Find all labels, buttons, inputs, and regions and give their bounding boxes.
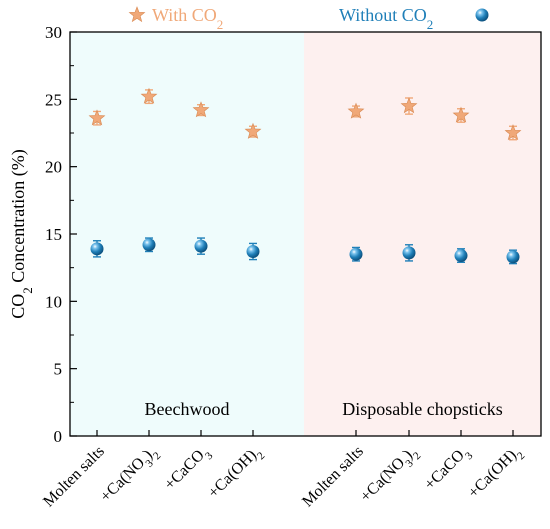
y-tick-label: 0 bbox=[54, 427, 63, 446]
with-co2-point bbox=[88, 109, 106, 126]
y-tick-label: 10 bbox=[45, 292, 62, 311]
y-tick-label: 20 bbox=[45, 158, 62, 177]
region-label: Beechwood bbox=[145, 399, 230, 419]
x-category-label: +Ca(NO3)2 bbox=[357, 443, 423, 509]
y-tick-label: 25 bbox=[45, 90, 62, 109]
x-category-label: Molten salts bbox=[299, 443, 367, 511]
x-category-label: Molten salts bbox=[40, 443, 108, 511]
with-co2-point bbox=[192, 101, 210, 118]
y-tick-label: 5 bbox=[54, 360, 63, 379]
without-co2-point bbox=[246, 245, 260, 259]
legend-with-co2-label: With CO2 bbox=[152, 5, 223, 32]
legend-with-co2-marker bbox=[128, 6, 146, 23]
with-co2-point bbox=[347, 102, 365, 119]
x-category-label: +Ca(OH)2 bbox=[465, 443, 527, 505]
with-co2-point bbox=[400, 97, 418, 114]
y-tick-label: 30 bbox=[45, 23, 62, 42]
region-label: Disposable chopsticks bbox=[342, 399, 502, 419]
with-co2-point bbox=[504, 124, 522, 141]
without-co2-point bbox=[506, 250, 520, 264]
without-co2-point bbox=[142, 238, 156, 252]
y-axis-title: CO2 Concentration (%) bbox=[8, 149, 35, 318]
without-co2-point bbox=[349, 247, 363, 261]
without-co2-point bbox=[90, 242, 104, 256]
with-co2-point bbox=[452, 106, 470, 123]
region-chopsticks-background bbox=[304, 32, 541, 436]
region-beechwood-background bbox=[70, 32, 304, 436]
without-co2-point bbox=[454, 249, 468, 263]
x-category-label: +Ca(NO3)2 bbox=[97, 443, 163, 509]
without-co2-point bbox=[402, 246, 416, 260]
with-co2-point bbox=[244, 122, 262, 139]
with-co2-point bbox=[140, 87, 158, 104]
y-tick-label: 15 bbox=[45, 225, 62, 244]
legend-without-co2-marker bbox=[475, 8, 489, 22]
x-category-label: +Ca(OH)2 bbox=[205, 443, 267, 505]
without-co2-point bbox=[194, 239, 208, 253]
legend-without-co2-label: Without CO2 bbox=[339, 5, 433, 32]
